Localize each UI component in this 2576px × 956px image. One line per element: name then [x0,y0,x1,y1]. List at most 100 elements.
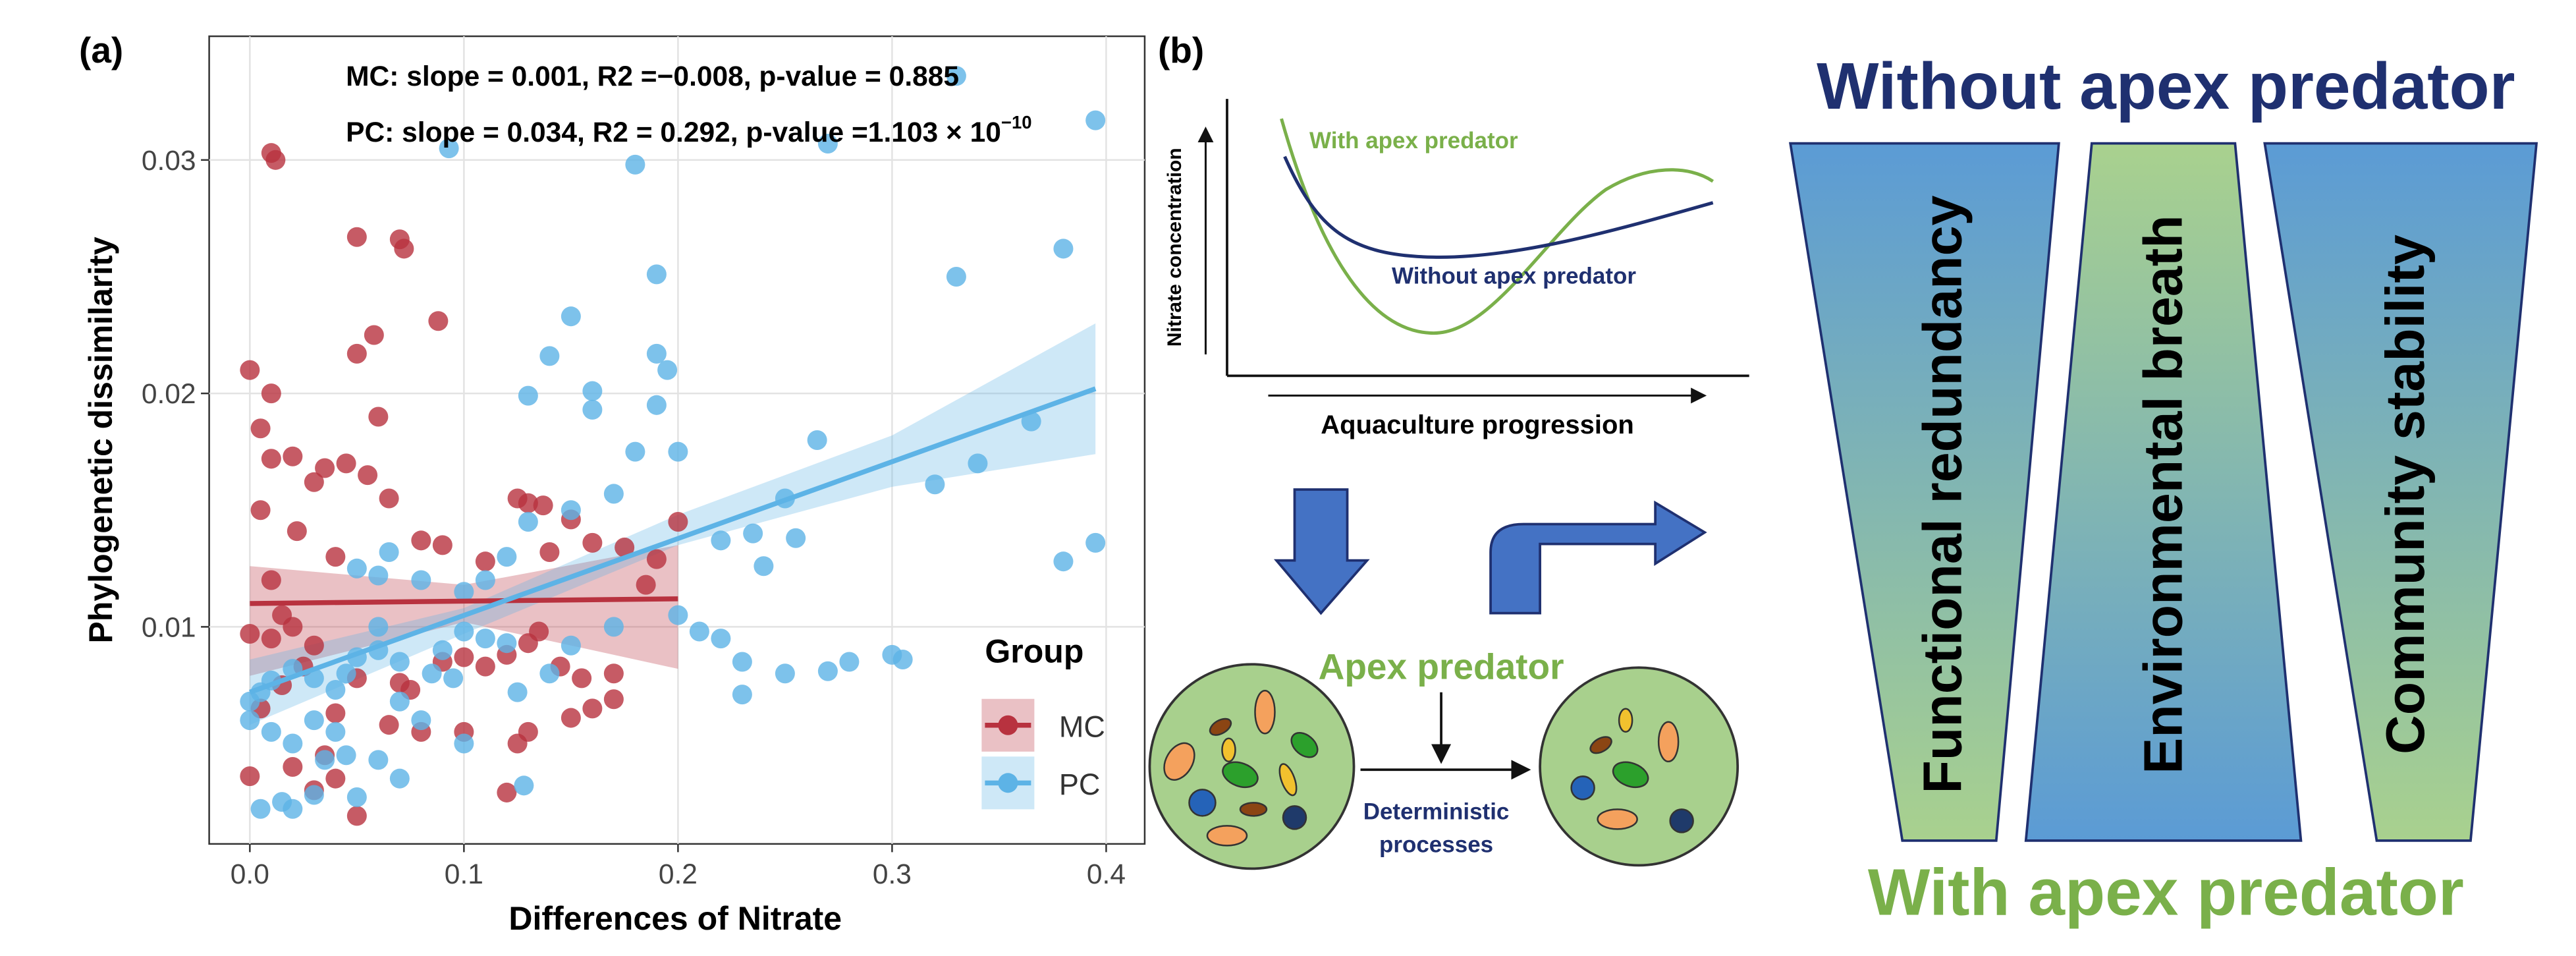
point [625,154,645,175]
point [946,66,966,86]
trapezoid [2263,142,2538,842]
point [539,663,560,684]
point [475,551,495,572]
point [475,656,495,677]
point [389,652,410,672]
point [261,570,281,590]
point [411,530,431,551]
point [646,343,667,364]
point [240,624,260,644]
trapezoid [1788,142,2060,842]
point [304,472,324,492]
point [668,605,688,625]
point [261,629,281,649]
point [454,621,474,642]
point [603,689,624,710]
legend-key [998,715,1018,735]
point [379,542,399,563]
curve [1283,155,1714,259]
point [261,449,281,469]
microbes [1163,689,1694,847]
point [346,806,367,826]
point [514,775,534,796]
point [689,621,709,642]
fit-line [250,596,678,606]
point [389,768,410,789]
x-tick-label: 0.3 [873,859,912,890]
point [240,360,260,380]
point [786,528,806,548]
point [368,565,389,586]
point [315,750,335,770]
point [358,465,378,486]
point [646,264,667,285]
bottom-title: With apex predator [1868,855,2464,929]
point [315,458,335,478]
scatter-panel: 0.01 0.02 0.03 0.0 0.1 0.2 0.3 0.4 [142,35,1146,890]
point [711,530,731,551]
point [439,138,459,159]
y-axis-label: Phylogenetic dissimilarity [82,237,119,643]
panel-label: (b) [1158,30,1204,70]
point [475,570,495,590]
point [443,668,464,689]
arrow [1273,488,1370,615]
point [603,663,624,684]
bar-label: Community stability [2375,235,2436,754]
point [732,652,752,672]
point [240,691,260,712]
legend-key [998,773,1018,793]
point [497,547,517,567]
point [325,721,346,742]
point [561,708,581,728]
point [346,558,367,578]
point [261,383,281,404]
y-tick-label: 0.02 [142,379,196,410]
point [1021,411,1041,432]
point [946,266,966,287]
point [336,745,356,766]
point [539,346,560,366]
point [582,381,603,401]
point [817,661,838,681]
point [603,484,624,504]
legend-title: Group [985,633,1083,670]
legend-label: PC [1059,768,1101,801]
point [432,640,452,660]
point [754,556,774,576]
x-axis-label: Differences of Nitrate [508,900,842,937]
point [518,721,538,742]
point [428,311,449,331]
point [1085,110,1106,130]
point [389,691,410,712]
point [533,495,553,516]
point [646,549,667,569]
annotation-exponent: −10 [1001,112,1032,132]
trapezoid [2024,142,2303,842]
point [625,441,645,462]
point [732,685,752,705]
axis-label: Aquaculture progression [1321,410,1634,439]
point [743,523,763,544]
point [325,547,346,567]
point [582,399,603,420]
y-tick-label: 0.01 [142,612,196,643]
point [582,532,603,553]
point [518,511,538,532]
point [807,430,827,450]
point [261,721,281,742]
point [454,647,474,667]
point [272,605,292,625]
point [368,407,389,427]
point [368,617,389,637]
x-tick-label: 0.2 [659,859,698,890]
bar-label: Environmental breath [2133,215,2194,773]
axis-label: Nitrate concentration [1164,148,1186,347]
plot-background [208,35,1146,845]
point [518,633,538,654]
point [892,649,913,670]
point [497,633,517,654]
point [304,710,324,731]
point [636,575,656,595]
point [561,635,581,656]
